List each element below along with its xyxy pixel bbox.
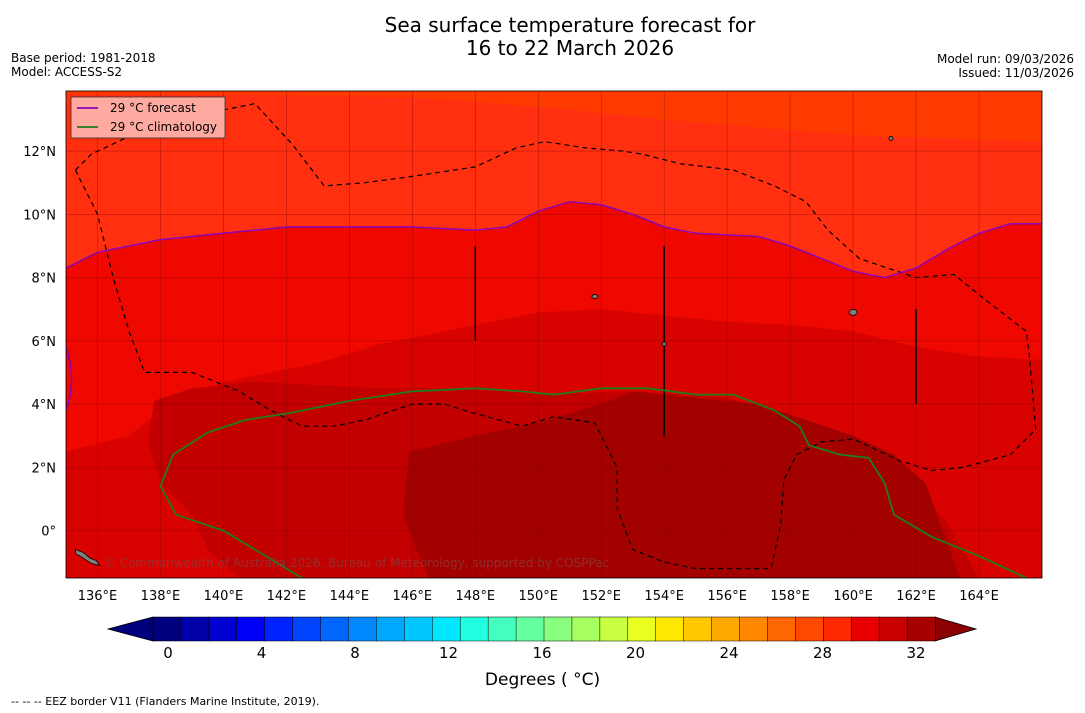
colorbar-swatch [655, 616, 685, 642]
colorbar-swatch [432, 616, 461, 642]
colorbar-tick-label: 16 [532, 644, 551, 662]
chart-title: Sea surface temperature forecast for 16 … [0, 14, 1085, 60]
island [848, 308, 858, 316]
lat-tick-label: 10°N [23, 208, 56, 223]
colorbar-swatch [459, 616, 489, 642]
legend-label: 29 °C climatology [110, 120, 217, 134]
title-line-1: Sea surface temperature forecast for [384, 13, 756, 37]
colorbar-swatch [711, 616, 741, 642]
lon-tick-label: 162°E [896, 589, 936, 604]
copyright-text: © Commonwealth of Australia 2026, Bureau… [104, 556, 609, 570]
sst-fill-32 [402, 391, 961, 578]
legend-label: 29 °C forecast [110, 101, 196, 115]
colorbar-tick-label: 32 [906, 644, 925, 662]
lon-tick-label: 164°E [959, 589, 999, 604]
colorbar: 0 4 8 12 16 20 24 28 32 [106, 616, 978, 662]
island [591, 294, 599, 299]
issued-date: Issued: 11/03/2026 [958, 66, 1074, 80]
colorbar-swatch [906, 616, 936, 642]
lat-tick-label: 2°N [32, 461, 57, 476]
lon-tick-label: 136°E [78, 589, 118, 604]
lon-tick-label: 152°E [581, 589, 621, 604]
forecast-29-contour [66, 200, 1042, 279]
colorbar-swatch [376, 616, 405, 642]
colorbar-swatch [348, 616, 377, 642]
colorbar-tick-label: 4 [257, 644, 267, 662]
island [661, 341, 667, 347]
lon-tick-label: 138°E [141, 589, 181, 604]
colorbar-label: Degrees ( °C) [484, 670, 601, 690]
climatology-29-contour [159, 387, 1027, 578]
lon-tick-label: 160°E [833, 589, 873, 604]
colorbar-swatch [180, 616, 210, 642]
lat-tick-label: 12°N [23, 145, 56, 160]
colorbar-swatch [627, 616, 657, 642]
colorbar-swatch [767, 616, 796, 642]
colorbar-swatch [487, 616, 517, 642]
lat-tick-label: 4°N [32, 398, 57, 413]
map-area: © Commonwealth of Australia 2026, Bureau… [66, 91, 1042, 578]
colorbar-swatch [543, 616, 573, 642]
colorbar-tick-label: 20 [626, 644, 645, 662]
model-run: Model run: 09/03/2026 [936, 52, 1074, 66]
colorbar-swatch [236, 616, 266, 642]
colorbar-tick-label: 28 [813, 644, 832, 662]
lon-tick-label: 140°E [204, 589, 244, 604]
colorbar-swatch [823, 616, 852, 642]
lon-tick-label: 154°E [644, 589, 684, 604]
colorbar-swatch [850, 616, 880, 642]
lat-tick-label: 0° [41, 525, 56, 540]
contour-legend: 29 °C forecast 29 °C climatology [70, 96, 226, 139]
colorbar-swatch [208, 616, 238, 642]
lon-tick-label: 144°E [330, 589, 370, 604]
meta-left: Base period: 1981-2018 Model: ACCESS-S2 [11, 51, 156, 79]
colorbar-tick-label: 0 [163, 644, 173, 662]
colorbar-swatch [683, 616, 713, 642]
colorbar-tick-label: 8 [350, 644, 360, 662]
colorbar-tick-label: 24 [719, 644, 738, 662]
base-period: Base period: 1981-2018 [11, 51, 156, 65]
lon-tick-label: 158°E [770, 589, 810, 604]
legend-box [70, 96, 226, 139]
colorbar-swatch [264, 616, 294, 642]
forecast-29-contour-arc [66, 346, 73, 411]
colorbar-swatch [292, 616, 322, 642]
sst-fill-27 [66, 91, 1042, 142]
model-name: Model: ACCESS-S2 [11, 65, 123, 79]
colorbar-swatch [320, 616, 350, 642]
island [888, 136, 894, 141]
lon-tick-label: 156°E [707, 589, 747, 604]
colorbar-swatch [739, 616, 768, 642]
colorbar-over-extend [934, 616, 978, 642]
colorbar-swatch [515, 616, 545, 642]
title-line-2: 16 to 22 March 2026 [465, 36, 675, 60]
island-png [75, 548, 101, 567]
colorbar-swatch [599, 616, 629, 642]
colorbar-swatch [152, 616, 182, 642]
colorbar-swatch [571, 616, 601, 642]
eez-border [74, 102, 1037, 570]
colorbar-swatch [795, 616, 824, 642]
lon-tick-label: 146°E [393, 589, 433, 604]
lon-tick-label: 142°E [267, 589, 307, 604]
meta-right: Model run: 09/03/2026 Issued: 11/03/2026 [937, 52, 1074, 80]
lon-tick-label: 148°E [456, 589, 496, 604]
colorbar-swatch [404, 616, 433, 642]
lon-tick-label: 150°E [518, 589, 558, 604]
map-frame [65, 90, 1043, 579]
colorbar-under-extend [106, 616, 154, 642]
lat-tick-label: 8°N [32, 272, 57, 287]
lat-tick-label: 6°N [32, 335, 57, 350]
colorbar-tick-label: 12 [439, 644, 458, 662]
eez-footnote: -- -- -- EEZ border V11 (Flanders Marine… [11, 695, 320, 708]
colorbar-swatch [878, 616, 908, 642]
